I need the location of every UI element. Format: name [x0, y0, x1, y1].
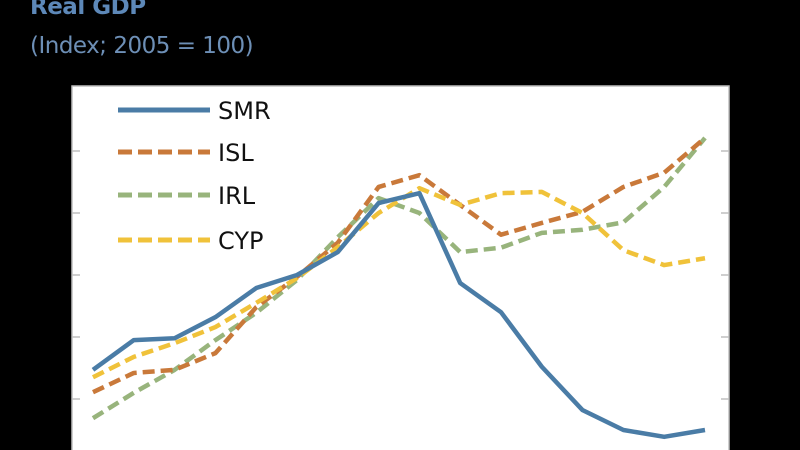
series-line-isl [92, 136, 707, 395]
legend-item-irl: IRL [118, 182, 256, 210]
legend-label: IRL [218, 182, 256, 210]
legend-label: CYP [218, 227, 263, 255]
series-line-cyp [91, 185, 706, 380]
series-line-smr [91, 190, 706, 440]
legend-label: SMR [218, 97, 271, 125]
legend-item-smr: SMR [118, 97, 271, 125]
chart-title: Real GDP [30, 0, 146, 20]
legend-item-isl: ISL [118, 139, 254, 167]
series-line-irl [91, 136, 707, 421]
legend-item-cyp: CYP [118, 227, 263, 255]
legend-label: ISL [218, 139, 254, 167]
chart-subtitle: (Index; 2005 = 100) [30, 33, 254, 59]
plot-area [71, 85, 730, 450]
